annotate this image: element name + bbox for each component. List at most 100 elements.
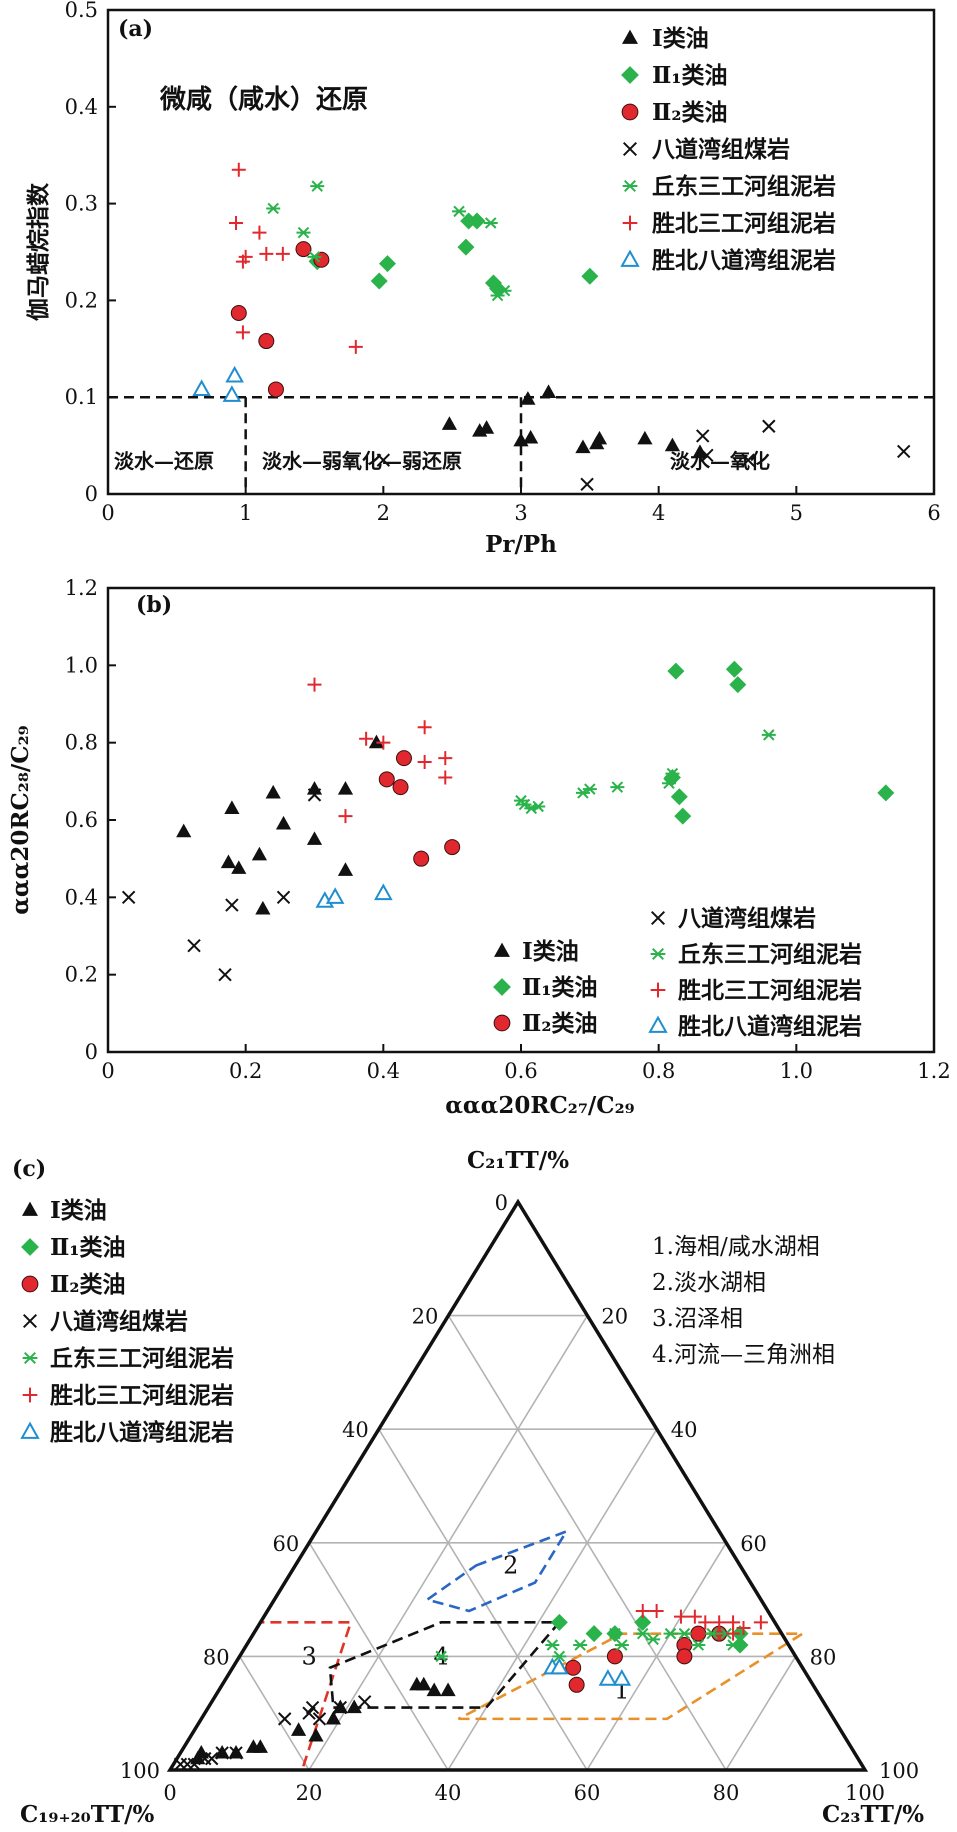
y-tick-label: 0.3 — [65, 192, 98, 216]
point-shengbei_sgh — [726, 1626, 741, 1641]
legend-label-coal: 八道湾组煤岩 — [50, 1308, 188, 1335]
legend-marker-shengbei_sgh — [650, 982, 666, 998]
legend-label-class22: Ⅱ₂类油 — [522, 1010, 597, 1037]
point-class21 — [585, 1625, 603, 1643]
panel-b-legend: Ⅰ类油 Ⅱ₁类油 Ⅱ₂类油 八道湾组煤岩丘东三工河组泥岩胜北三工河组泥岩胜北八道湾组泥… — [493, 905, 862, 1040]
zone-legend-3: 3.沼泽相 — [652, 1306, 743, 1332]
y-tick-label: 1.0 — [65, 653, 98, 677]
y-tick-label: 0.4 — [65, 885, 98, 909]
legend-label-shengbei_sgh: 胜北三工河组泥岩 — [678, 977, 862, 1004]
point-class1 — [308, 1727, 324, 1742]
point-qiudong — [452, 205, 467, 218]
point-class21 — [674, 807, 692, 825]
point-class1 — [426, 1682, 442, 1697]
point-class1 — [520, 391, 536, 405]
legend-label-shengbei_sgh: 胜北三工河组泥岩 — [652, 210, 836, 237]
point-class1 — [664, 437, 681, 452]
point-class22 — [568, 1676, 585, 1693]
right-tick-label: 20 — [601, 1305, 628, 1329]
panel-a-xlabel: Pr/Ph — [485, 531, 557, 558]
point-class22 — [392, 779, 409, 796]
zone-legend-4: 4.河流—三角洲相 — [652, 1342, 835, 1368]
x-tick-label: 1.2 — [917, 1059, 950, 1083]
legend-label-coal: 八道湾组煤岩 — [678, 905, 816, 932]
point-qiudong — [705, 1627, 720, 1640]
panel-c-triangle — [166, 1198, 869, 1772]
point-class21 — [370, 272, 388, 290]
point-shengbei_sgh — [359, 731, 374, 746]
legend-label-qiudong: 丘东三工河组泥岩 — [652, 173, 836, 200]
legend-marker-qiudong — [650, 948, 666, 960]
left-tick-label: 20 — [412, 1305, 439, 1329]
legend-marker-shengbei_bdw — [620, 249, 640, 267]
point-qiudong — [661, 777, 676, 790]
panel-b-label: (b) — [136, 592, 172, 618]
point-shengbei_bdw — [612, 1669, 632, 1686]
legend-marker-coal — [622, 141, 638, 157]
point-class1 — [416, 1676, 432, 1691]
legend-label-class22: Ⅱ₂类油 — [652, 99, 727, 126]
panel-a-annotation-fresh-reducing: 淡水—还原 — [114, 449, 214, 473]
point-qiudong — [531, 800, 546, 813]
legend-marker-coal — [22, 1313, 38, 1329]
point-class22 — [413, 850, 430, 867]
point-coal — [333, 1700, 348, 1715]
left-tick-label: 0 — [495, 1191, 508, 1215]
point-coal — [741, 453, 755, 467]
point-shengbei_sgh — [687, 1609, 702, 1624]
legend-label-class21: Ⅱ₁类油 — [652, 62, 727, 89]
point-shengbei_sgh — [231, 162, 246, 177]
legend-marker-class1 — [22, 1201, 38, 1216]
bottom-tick-label: 40 — [435, 1781, 462, 1805]
left-tick-label: 40 — [342, 1418, 369, 1442]
legend-label-shengbei_bdw: 胜北八道湾组泥岩 — [652, 247, 836, 274]
y-tick-label: 0.1 — [65, 385, 98, 409]
point-class22 — [444, 839, 461, 856]
bottom-tick-label: 0 — [163, 1781, 176, 1805]
point-class21 — [550, 1613, 568, 1631]
point-class1 — [440, 1682, 456, 1697]
grid-line — [308, 1542, 449, 1771]
point-shengbei_bdw — [225, 365, 244, 383]
x-tick-label: 0.8 — [642, 1059, 675, 1083]
point-shengbei_sgh — [307, 677, 322, 692]
point-qiudong — [635, 1627, 650, 1640]
point-class22 — [295, 241, 312, 258]
y-tick-label: 0.8 — [65, 731, 98, 755]
point-coal — [121, 890, 136, 905]
point-shengbei_sgh — [736, 1621, 751, 1635]
point-coal — [762, 419, 776, 433]
legend-label-shengbei_bdw: 胜北八道湾组泥岩 — [678, 1013, 862, 1040]
zone-1-outline — [457, 1632, 808, 1721]
legend-label-coal: 八道湾组煤岩 — [652, 136, 790, 163]
grid-line — [238, 1655, 310, 1771]
legend-marker-class1 — [494, 942, 510, 957]
x-tick-label: 4 — [652, 501, 665, 525]
point-shengbei_bdw — [549, 1657, 569, 1675]
panel-a-annotation-top: 微咸（咸水）还原 — [159, 84, 368, 115]
point-shengbei_sgh — [438, 770, 453, 785]
point-class1 — [231, 860, 247, 874]
legend-marker-class21 — [493, 978, 511, 996]
bottom-tick-label: 100 — [845, 1781, 885, 1805]
point-coal — [580, 477, 594, 492]
point-class1 — [291, 1722, 307, 1736]
panel-c-top-axis-label: C₂₁TT/% — [467, 1147, 569, 1174]
legend-marker-class22 — [21, 1275, 39, 1293]
point-shengbei_bdw — [192, 379, 211, 397]
point-class1 — [252, 1739, 268, 1753]
point-qiudong — [607, 1627, 622, 1640]
legend-marker-class1 — [622, 29, 638, 44]
panel-b-xlabel: ααα20RC₂₇/C₂₉ — [445, 1092, 635, 1119]
point-shengbei_sgh — [235, 325, 250, 340]
x-tick-label: 0.2 — [229, 1059, 262, 1083]
x-tick-label: 0.4 — [367, 1059, 400, 1083]
zone-legend-2: 2.淡水湖相 — [652, 1270, 766, 1296]
bottom-tick-label: 20 — [296, 1781, 323, 1805]
point-class1 — [306, 781, 323, 795]
legend-marker-shengbei_sgh — [22, 1387, 38, 1403]
point-coal — [229, 1746, 243, 1760]
point-class1 — [575, 439, 591, 454]
